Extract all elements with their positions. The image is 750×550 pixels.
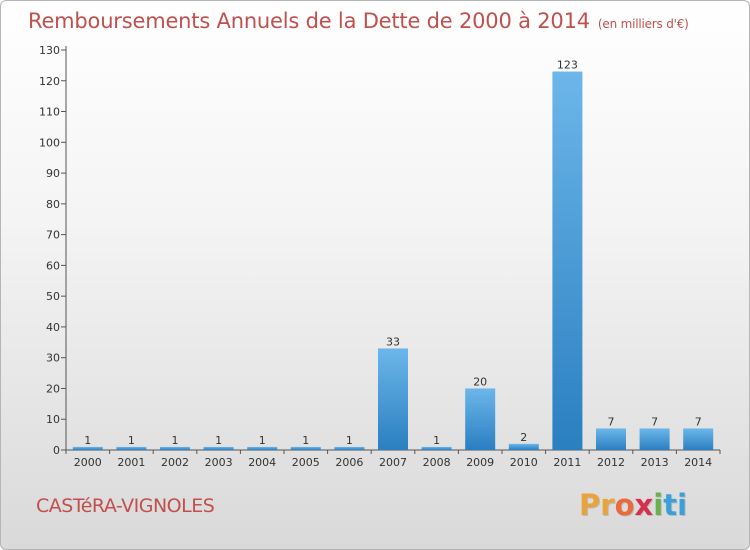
- bar: [465, 388, 496, 450]
- bar: [596, 428, 626, 450]
- x-tick-label: 2004: [248, 456, 276, 469]
- y-tick-label: 110: [39, 106, 60, 119]
- bar: [247, 446, 278, 450]
- y-tick-label: 50: [46, 290, 60, 303]
- bar: [116, 446, 147, 450]
- x-tick-label: 2014: [684, 456, 712, 469]
- x-tick-label: 2011: [553, 456, 581, 469]
- data-label: 1: [302, 434, 309, 447]
- x-tick-label: 2000: [74, 456, 102, 469]
- data-label: 1: [84, 434, 91, 447]
- logo-letter: r: [600, 488, 615, 522]
- data-label: 123: [557, 59, 578, 72]
- y-tick-label: 120: [39, 75, 60, 88]
- data-label: 33: [386, 335, 400, 348]
- bar: [508, 443, 539, 450]
- logo-letter: t: [663, 488, 678, 522]
- data-label: 7: [695, 415, 702, 428]
- x-tick-label: 2012: [597, 456, 625, 469]
- bar: [160, 446, 190, 450]
- logo-letter: o: [614, 488, 635, 522]
- data-label: 7: [608, 415, 615, 428]
- data-label: 2: [520, 431, 527, 444]
- bar: [378, 348, 408, 450]
- x-tick-label: 2003: [205, 456, 233, 469]
- y-tick-label: 80: [46, 198, 60, 211]
- x-tick-label: 2007: [379, 456, 407, 469]
- chart-title-text: Remboursements Annuels de la Dette de 20…: [28, 9, 590, 33]
- y-tick-label: 90: [46, 167, 60, 180]
- data-label: 7: [651, 415, 658, 428]
- bar: [203, 446, 234, 450]
- x-tick-label: 2005: [292, 456, 320, 469]
- data-label: 1: [433, 434, 440, 447]
- data-label: 20: [473, 375, 487, 388]
- chart-unit: (en milliers d'€): [597, 17, 689, 31]
- y-tick-label: 0: [53, 444, 60, 457]
- bar: [683, 428, 714, 450]
- y-tick-label: 130: [39, 44, 60, 57]
- proxiti-logo: Proxiti: [579, 488, 687, 522]
- logo-letter: i: [653, 488, 664, 522]
- x-tick-label: 2009: [466, 456, 494, 469]
- bar: [334, 446, 365, 450]
- x-tick-label: 2001: [117, 456, 145, 469]
- x-tick-label: 2006: [335, 456, 363, 469]
- x-tick-label: 2002: [161, 456, 189, 469]
- chart-title: Remboursements Annuels de la Dette de 20…: [28, 9, 689, 33]
- logo-letter: x: [634, 488, 654, 522]
- bar: [421, 446, 452, 450]
- data-label: 1: [215, 434, 222, 447]
- x-tick-label: 2013: [641, 456, 669, 469]
- logo-letter: P: [579, 488, 601, 522]
- y-tick-label: 30: [46, 352, 60, 365]
- bar: [639, 428, 670, 450]
- logo-letter: i: [677, 488, 688, 522]
- bar: [552, 71, 583, 451]
- bar: [290, 446, 321, 450]
- y-tick-label: 40: [46, 321, 60, 334]
- data-label: 1: [128, 434, 135, 447]
- y-tick-label: 10: [46, 413, 60, 426]
- y-tick-label: 60: [46, 259, 60, 272]
- x-tick-label: 2010: [510, 456, 538, 469]
- data-label: 1: [259, 434, 266, 447]
- city-name: CASTéRA-VIGNOLES: [36, 495, 215, 517]
- bar: [72, 446, 103, 450]
- data-label: 1: [346, 434, 353, 447]
- x-tick-label: 2008: [423, 456, 451, 469]
- y-tick-label: 70: [46, 229, 60, 242]
- y-tick-label: 100: [39, 136, 60, 149]
- y-tick-label: 20: [46, 382, 60, 395]
- data-label: 1: [172, 434, 179, 447]
